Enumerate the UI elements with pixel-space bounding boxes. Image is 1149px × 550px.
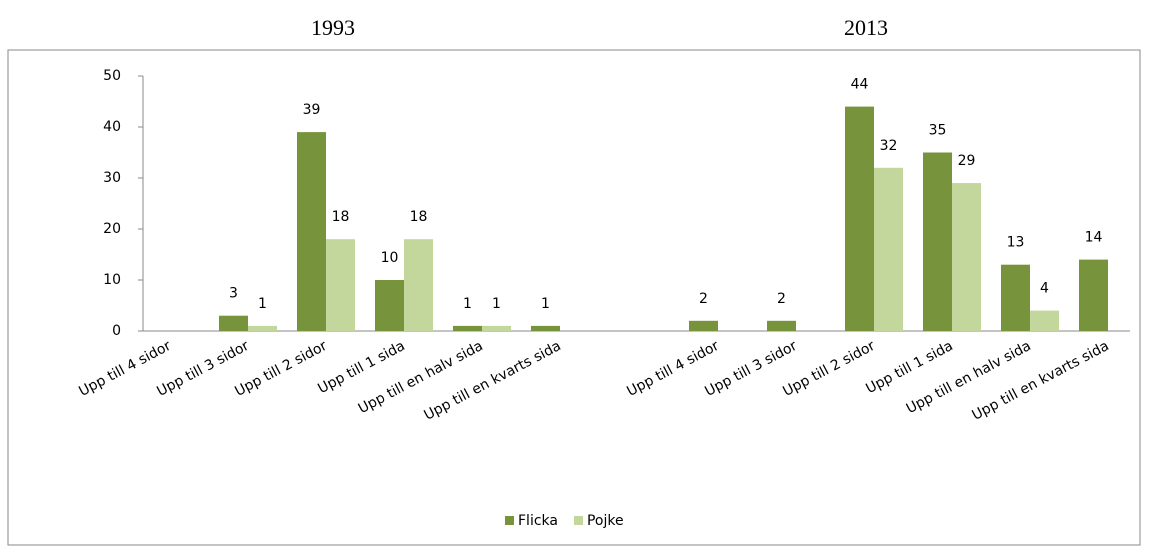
data-label: 4	[1040, 281, 1049, 297]
bar	[1001, 264, 1030, 331]
legend-swatch	[573, 516, 583, 525]
legend-swatch	[505, 516, 514, 525]
bar	[297, 132, 326, 331]
y-tick-label: 10	[103, 272, 121, 288]
bar	[952, 183, 981, 331]
x-tick-label: Upp till en halv sida	[356, 338, 486, 417]
bar	[404, 239, 433, 331]
data-label: 2	[699, 291, 708, 307]
data-label: 1	[258, 296, 267, 312]
group-title: 1993	[311, 15, 355, 40]
y-tick-label: 0	[112, 323, 121, 339]
x-tick-label: Upp till en halv sida	[904, 338, 1034, 417]
data-label: 32	[880, 138, 898, 154]
data-label: 3	[229, 286, 238, 302]
data-label: 1	[541, 296, 550, 312]
bar	[375, 280, 404, 331]
legend-label: Pojke	[587, 513, 624, 529]
bar	[874, 167, 903, 331]
data-label: 1	[463, 296, 472, 312]
data-label: 14	[1085, 230, 1103, 246]
bar	[326, 239, 355, 331]
legend-label: Flicka	[518, 513, 558, 529]
x-tick-label: Upp till en kvarts sida	[421, 338, 563, 424]
data-label: 29	[958, 153, 976, 169]
y-tick-label: 20	[103, 221, 121, 237]
data-label: 44	[851, 77, 869, 93]
data-label: 18	[410, 209, 428, 225]
bar	[689, 320, 718, 331]
bar	[219, 315, 248, 331]
data-label: 10	[381, 250, 399, 266]
group-title: 2013	[844, 15, 888, 40]
bar	[767, 320, 796, 331]
y-tick-label: 30	[103, 170, 121, 186]
bar	[1079, 259, 1108, 331]
y-tick-label: 50	[103, 68, 121, 84]
data-label: 18	[332, 209, 350, 225]
y-tick-label: 40	[103, 119, 121, 135]
bar	[1030, 310, 1059, 331]
x-tick-label: Upp till en kvarts sida	[969, 338, 1111, 424]
bar	[845, 106, 874, 331]
data-label: 39	[303, 102, 321, 118]
chart-frame	[7, 49, 1141, 546]
bar	[248, 325, 277, 331]
bar	[453, 325, 482, 331]
data-label: 35	[929, 123, 947, 139]
data-label: 2	[777, 291, 786, 307]
bar	[531, 325, 560, 331]
bar	[482, 325, 511, 331]
bar	[923, 152, 952, 331]
data-label: 13	[1007, 235, 1025, 251]
data-label: 1	[492, 296, 501, 312]
